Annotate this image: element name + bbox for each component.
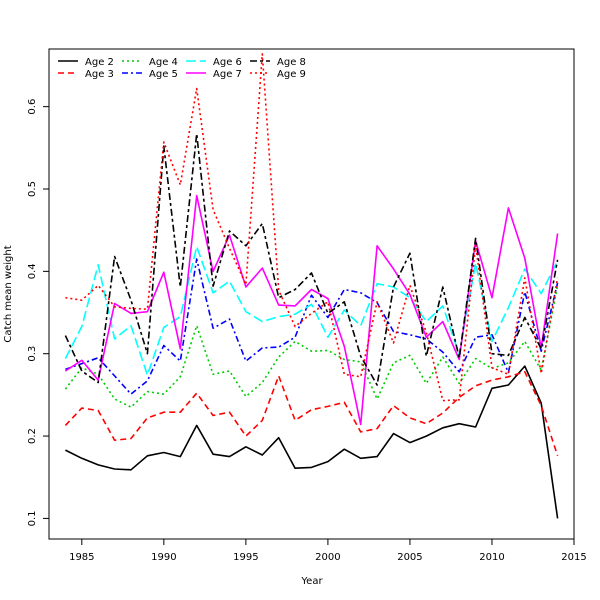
series-line-age-5 bbox=[65, 258, 559, 395]
y-tick-label: 0.1 bbox=[27, 510, 38, 526]
series-line-age-8 bbox=[64, 133, 559, 386]
y-axis: 0.1 0.2 0.3 0.4 0.5 0.6 bbox=[27, 99, 49, 526]
x-axis: 1985 1990 1995 2000 2005 2010 2015 bbox=[69, 539, 587, 563]
series-line-age-6 bbox=[64, 245, 559, 376]
x-tick-label: 1995 bbox=[233, 552, 258, 563]
legend-label: Age 7 bbox=[213, 69, 242, 80]
x-axis-title: Year bbox=[300, 576, 323, 587]
series-line-age-4 bbox=[64, 285, 559, 409]
y-axis-title: Catch mean weight bbox=[3, 245, 14, 342]
x-tick-label: 2005 bbox=[397, 552, 422, 563]
legend-label: Age 6 bbox=[213, 57, 242, 68]
plot-frame bbox=[48, 48, 575, 540]
x-tick-label: 1990 bbox=[151, 552, 176, 563]
legend-label: Age 4 bbox=[149, 57, 178, 68]
legend-label: Age 8 bbox=[277, 57, 306, 68]
legend-label: Age 5 bbox=[149, 69, 178, 80]
y-tick-label: 0.2 bbox=[27, 428, 38, 444]
series-layer bbox=[64, 53, 559, 519]
legend-label: Age 2 bbox=[85, 57, 114, 68]
x-tick-label: 2000 bbox=[315, 552, 340, 563]
y-tick-label: 0.4 bbox=[27, 263, 38, 279]
legend-label: Age 3 bbox=[85, 69, 114, 80]
x-tick-label: 2015 bbox=[561, 552, 586, 563]
y-tick-label: 0.5 bbox=[27, 181, 38, 197]
x-tick-label: 1985 bbox=[69, 552, 94, 563]
x-tick-label: 2010 bbox=[479, 552, 504, 563]
y-tick-label: 0.6 bbox=[27, 99, 38, 115]
series-line-age-2 bbox=[65, 365, 559, 519]
legend-label: Age 9 bbox=[277, 69, 306, 80]
y-tick-label: 0.3 bbox=[27, 346, 38, 362]
